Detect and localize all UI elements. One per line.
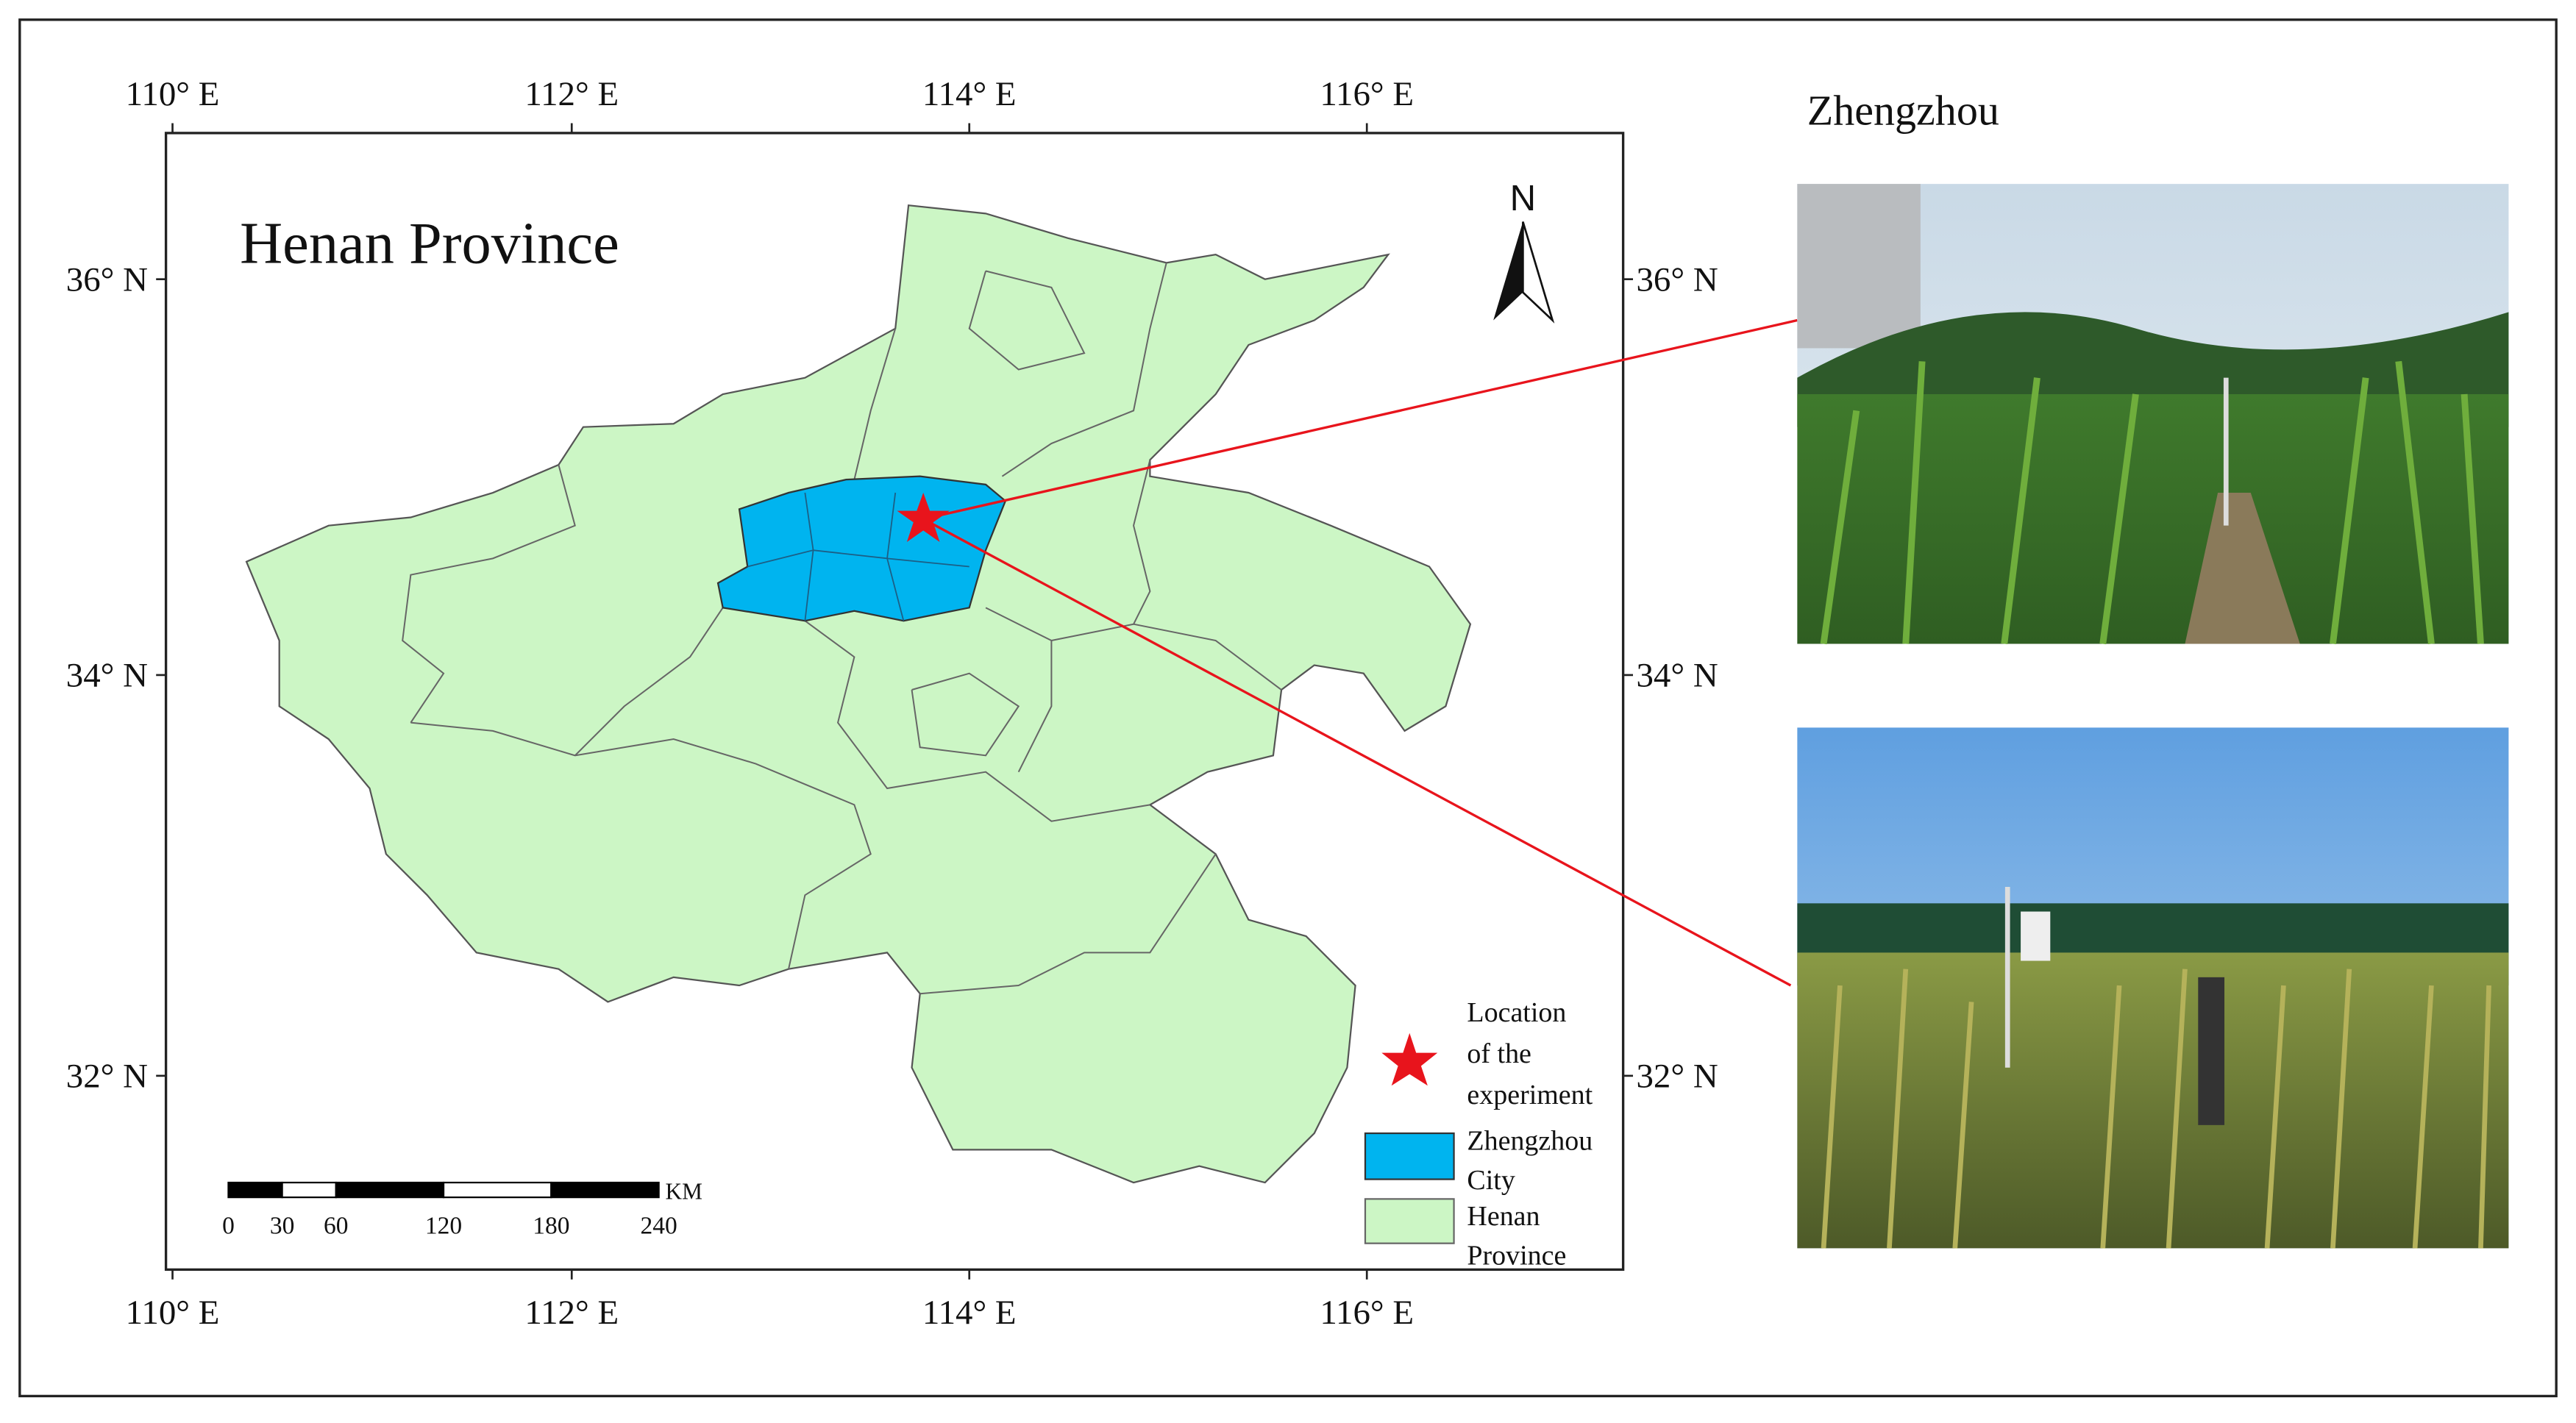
scale-label: 30: [270, 1212, 295, 1239]
photo-bottom: [1797, 727, 2509, 1249]
legend-swatch: [1364, 1132, 1455, 1180]
lon-label: 114° E: [922, 1294, 1017, 1332]
scale-segment: [335, 1181, 445, 1199]
lat-label: 34° N: [1636, 657, 1718, 695]
photos-title: Zhengzhou: [1807, 87, 1999, 135]
leader-lines: [922, 318, 1798, 987]
legend-label: Province: [1467, 1241, 1566, 1272]
lon-label: 112° E: [524, 1294, 619, 1332]
legend-label: of the: [1467, 1038, 1531, 1069]
legend-swatch: [1364, 1198, 1455, 1244]
lon-label: 110° E: [126, 75, 220, 113]
lon-label: 116° E: [1320, 1294, 1414, 1332]
north-arrow: N: [1493, 179, 1555, 324]
legend-label: Henan: [1467, 1201, 1540, 1232]
experiment-star: [897, 493, 950, 543]
prefecture-boundaries: [402, 263, 1282, 995]
lon-labels: 110° E 112° E 114° E 116° E 110° E 112° …: [126, 75, 1414, 1332]
legend-label: Zhengzhou: [1467, 1125, 1593, 1156]
graticule-ticks: [156, 123, 1634, 1280]
lat-labels: 36° N 34° N 32° N 36° N 34° N 32° N: [66, 260, 1718, 1095]
henan-outline: [245, 204, 1472, 1184]
district-boundaries: [747, 492, 969, 621]
photo-top: [1797, 184, 2509, 645]
lat-label: 36° N: [66, 260, 148, 299]
north-label: N: [1510, 179, 1536, 218]
scale-segment: [281, 1181, 337, 1199]
legend-star: [1381, 1033, 1438, 1086]
legend-label: Location: [1467, 997, 1566, 1028]
lon-label: 110° E: [126, 1294, 220, 1332]
map-title: Henan Province: [240, 210, 619, 276]
scale-bar: 0 30 60 120 180 240: [222, 1181, 677, 1239]
legend-label: City: [1467, 1165, 1515, 1196]
scale-label: 180: [533, 1212, 569, 1239]
scale-segment: [227, 1181, 283, 1199]
scale-label: 60: [324, 1212, 349, 1239]
scale-label: 240: [640, 1212, 677, 1239]
lat-label: 36° N: [1636, 260, 1718, 299]
scale-unit: KM: [666, 1178, 702, 1204]
lat-label: 32° N: [66, 1057, 148, 1095]
legend: Location of the experiment Zhengzhou Cit…: [1364, 997, 1593, 1272]
lat-label: 34° N: [66, 657, 148, 695]
lon-label: 114° E: [922, 75, 1017, 113]
scale-label: 0: [222, 1212, 235, 1239]
lon-label: 112° E: [524, 75, 619, 113]
legend-label: experiment: [1467, 1080, 1593, 1110]
scale-segment: [550, 1181, 660, 1199]
lat-label: 32° N: [1636, 1057, 1718, 1095]
outer-border: [18, 18, 2558, 1398]
lon-label: 116° E: [1320, 75, 1414, 113]
scale-label: 120: [425, 1212, 462, 1239]
scale-segment: [442, 1181, 552, 1199]
